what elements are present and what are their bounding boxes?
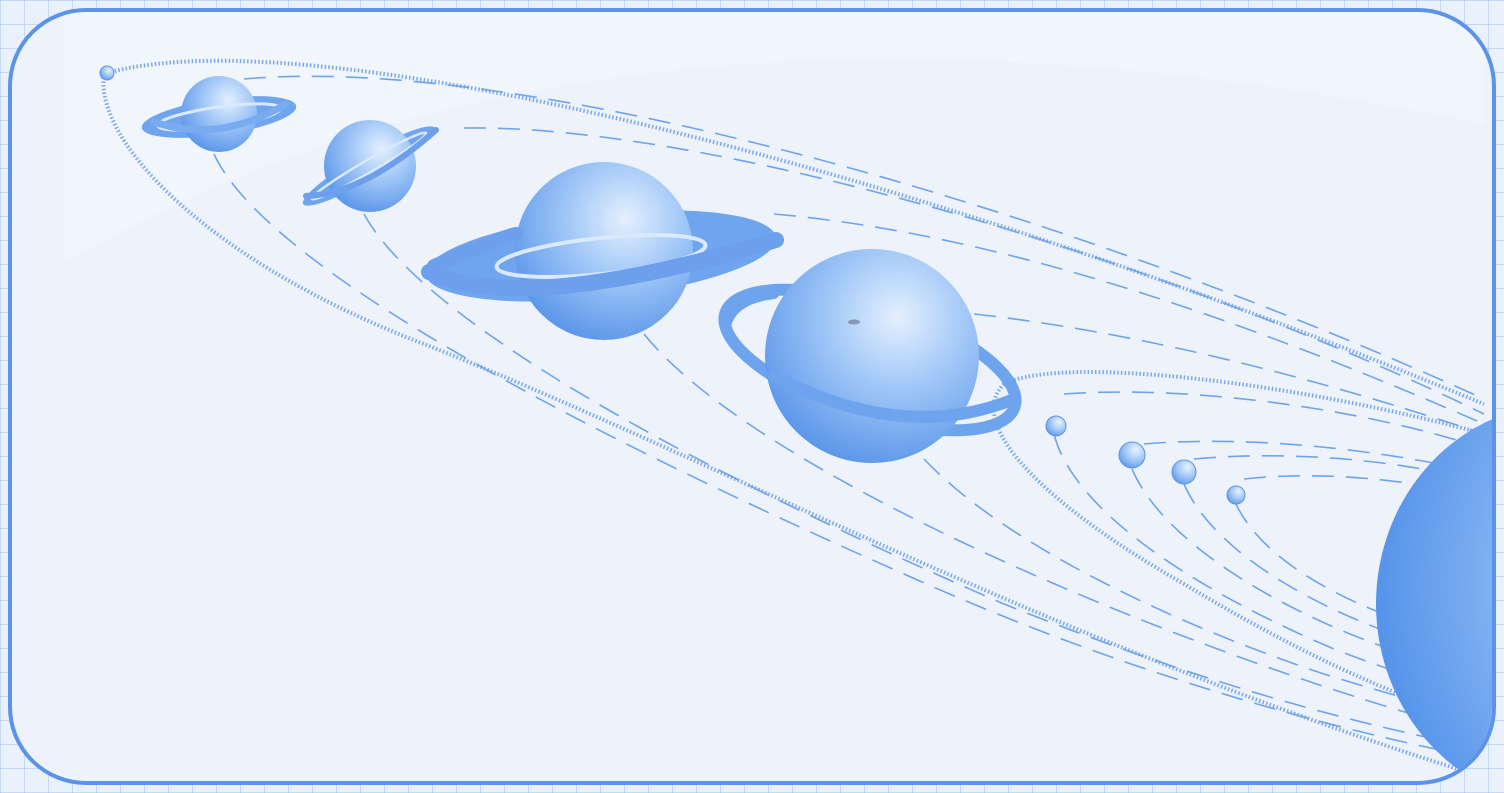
inner-planet-4-icon	[1226, 485, 1246, 505]
ringed-planet-4-icon	[718, 249, 1022, 463]
inner-planet-2-icon	[1118, 441, 1146, 469]
inner-planet-1-icon	[1045, 415, 1067, 437]
solar-system-illustration	[64, 12, 1492, 781]
ringed-planet-3-icon	[421, 162, 784, 340]
ringed-planet-1-icon	[141, 76, 297, 152]
ringed-planet-2-icon	[302, 120, 439, 212]
inner-belt	[991, 370, 1485, 726]
outer-belt	[101, 58, 1485, 776]
sun-icon	[1376, 419, 1492, 781]
small-moon-icon	[99, 65, 115, 81]
illustration-card	[8, 8, 1496, 785]
inner-planet-3-icon	[1171, 459, 1197, 485]
